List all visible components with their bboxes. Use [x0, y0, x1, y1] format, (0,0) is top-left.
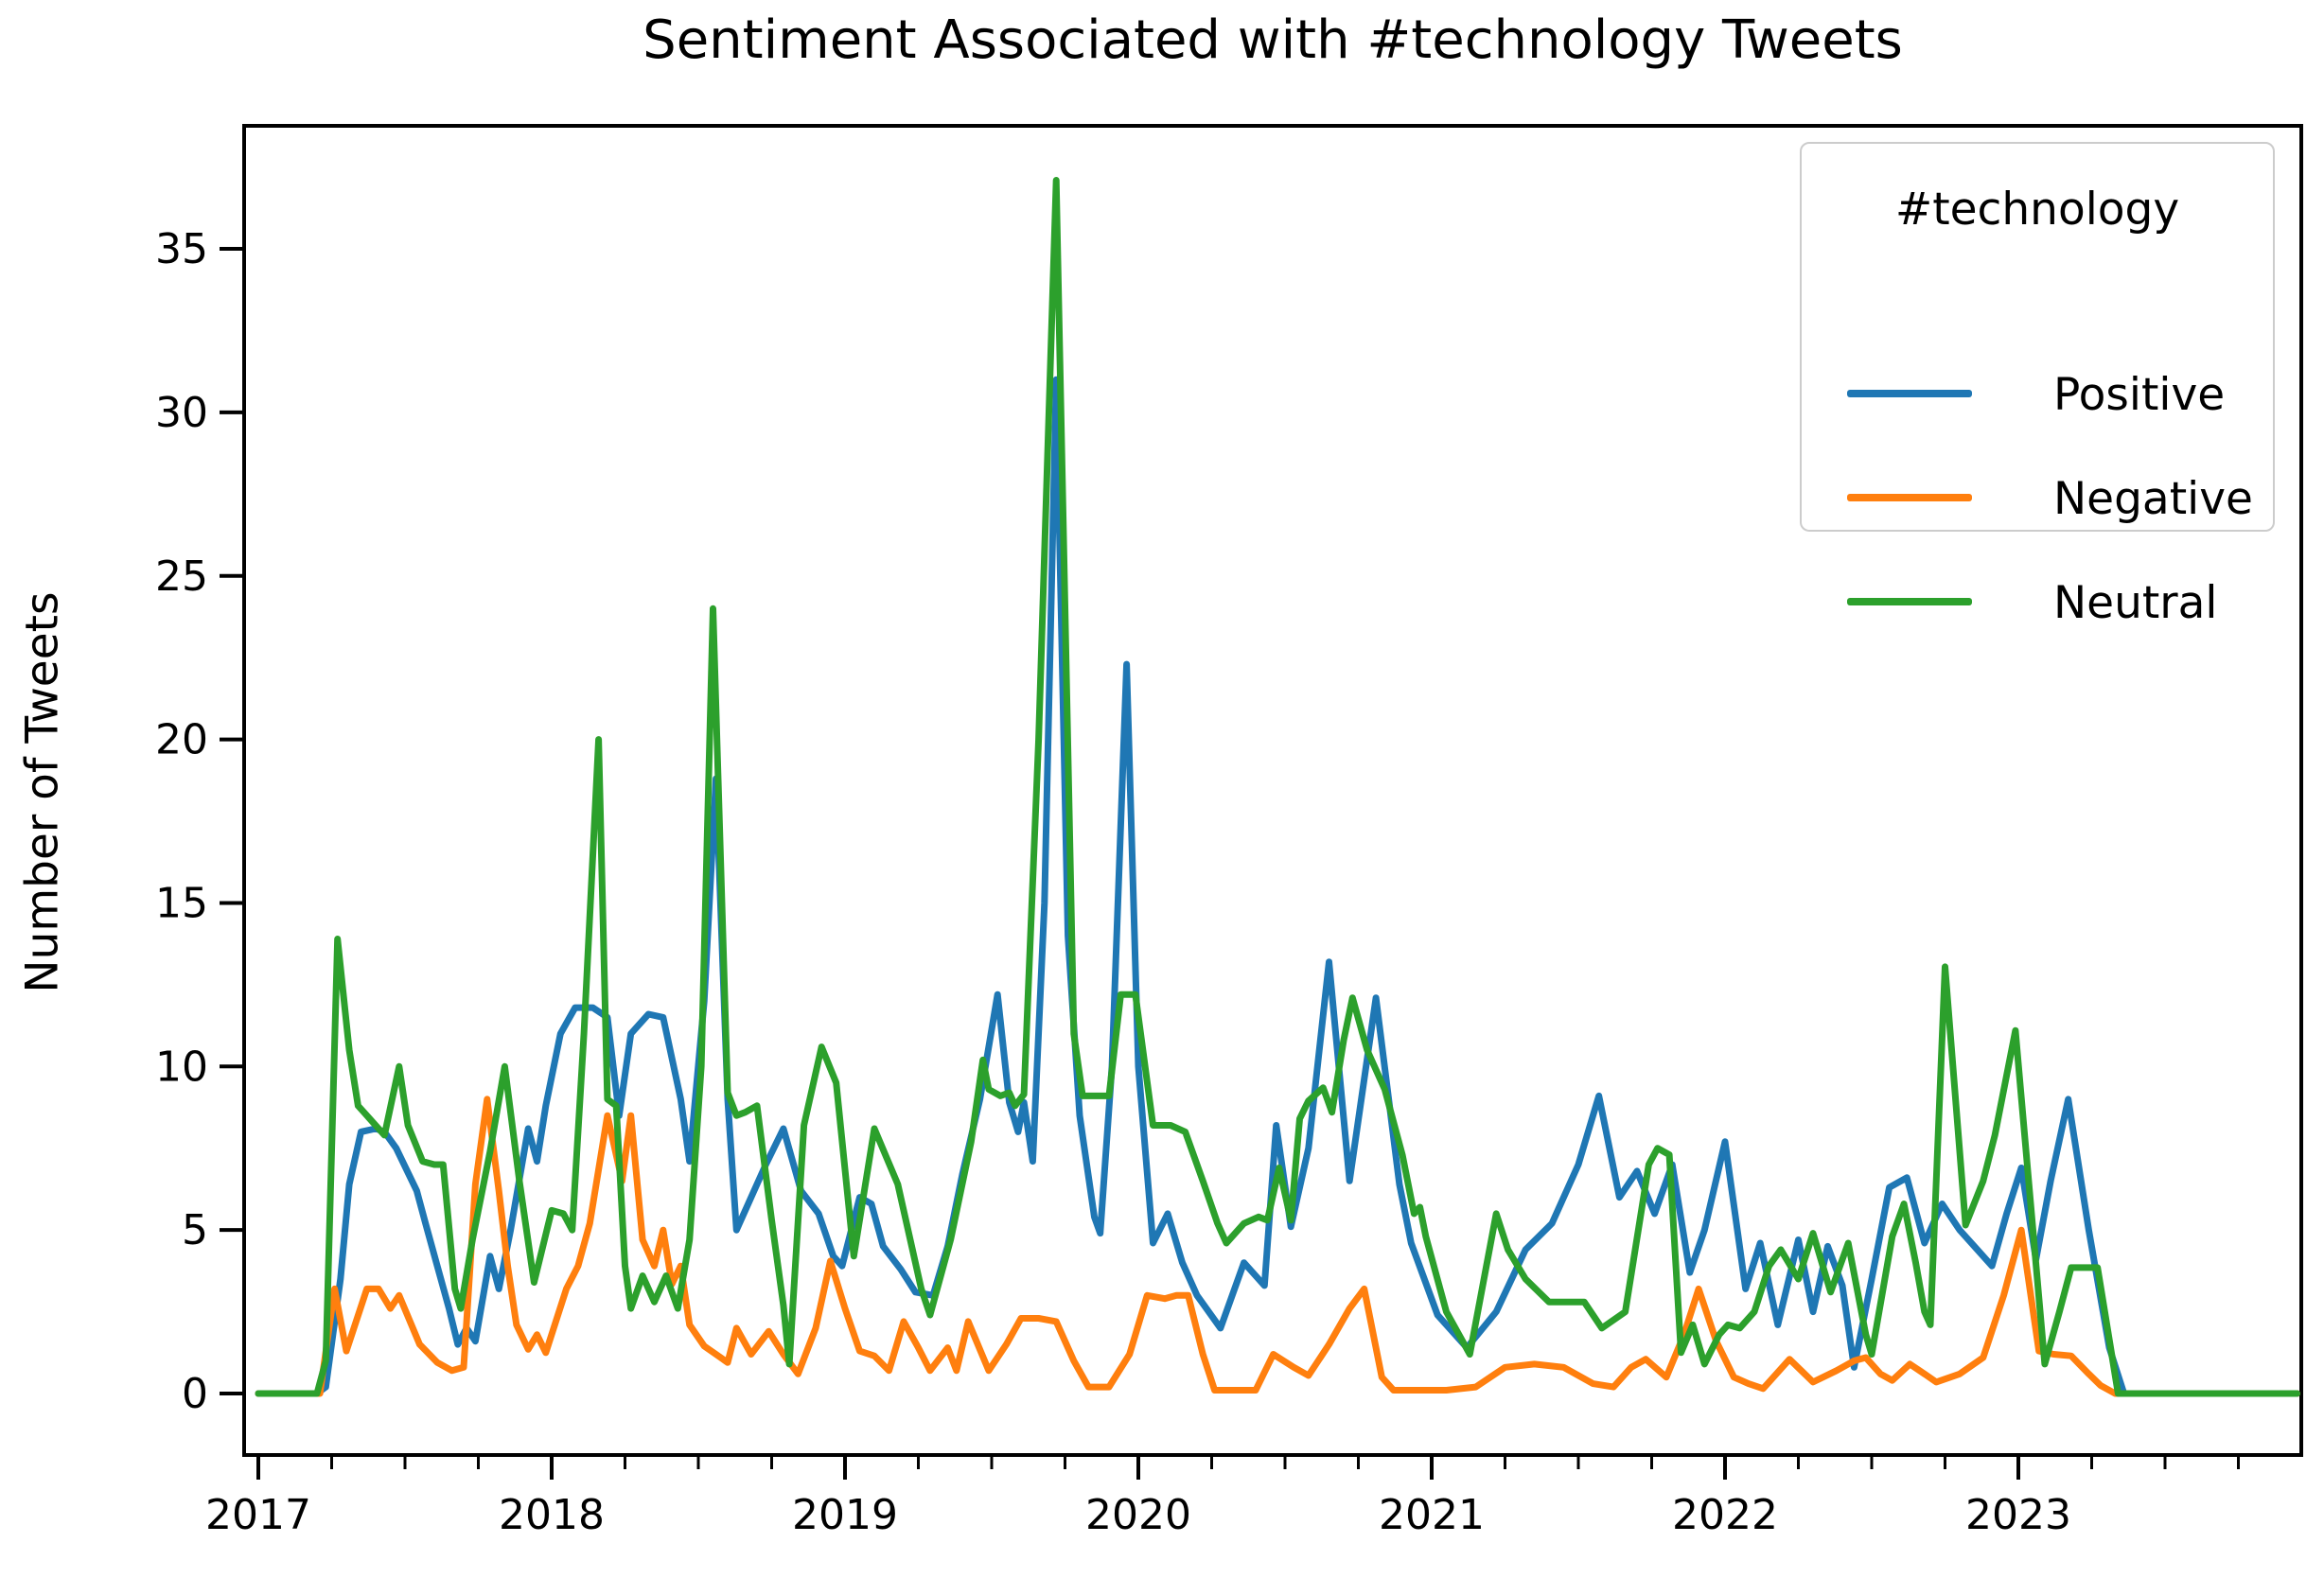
- series-line-neutral: [255, 177, 2300, 1397]
- legend-swatch-positive: [1847, 390, 1972, 397]
- y-axis-title: Number of Tweets: [16, 591, 69, 993]
- chart-title: Sentiment Associated with #technology Tw…: [643, 9, 1903, 71]
- y-tick-label: 5: [182, 1206, 208, 1254]
- x-tick-label: 2017: [205, 1491, 311, 1539]
- legend-label-neutral: Neutral: [2053, 577, 2218, 629]
- legend-box: #technology Positive Negative Neutral: [1800, 142, 2275, 629]
- x-tick-label: 2021: [1379, 1491, 1485, 1539]
- legend-title: #technology: [1894, 184, 2180, 236]
- x-tick-label: 2019: [792, 1491, 898, 1539]
- y-tick-label: 15: [155, 879, 208, 927]
- y-tick-label: 25: [155, 552, 208, 601]
- y-tick-label: 10: [155, 1043, 208, 1091]
- y-tick-label: 0: [182, 1370, 208, 1418]
- legend-label-negative: Negative: [2053, 473, 2253, 525]
- y-tick-label: 30: [155, 389, 208, 437]
- legend-swatch-negative: [1847, 494, 1972, 501]
- y-tick-label: 35: [155, 225, 208, 273]
- legend-entry-negative: Negative: [1847, 473, 2253, 525]
- series-line-positive: [255, 376, 2300, 1397]
- x-tick-label: 2023: [1965, 1491, 2071, 1539]
- legend-swatch-neutral: [1847, 598, 1972, 605]
- y-tick-label: 20: [155, 716, 208, 764]
- x-tick-label: 2018: [499, 1491, 605, 1539]
- x-tick-label: 2022: [1672, 1491, 1778, 1539]
- legend-label-positive: Positive: [2053, 369, 2226, 421]
- x-tick-label: 2020: [1085, 1491, 1191, 1539]
- series-line-negative: [255, 1096, 2300, 1397]
- legend-entry-positive: Positive: [1847, 369, 2245, 421]
- legend-entry-neutral: Neutral: [1847, 577, 2245, 629]
